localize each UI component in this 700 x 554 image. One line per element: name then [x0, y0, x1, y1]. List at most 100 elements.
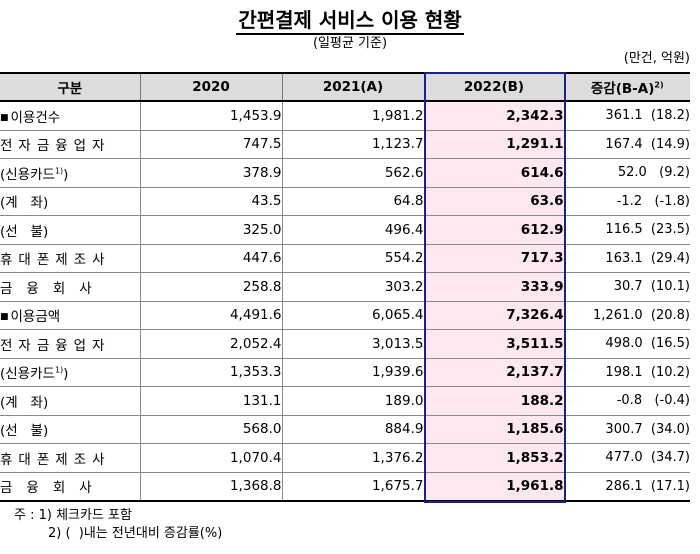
cell-2022: 612.9 — [423, 215, 564, 245]
table-row: (선 불) 325.0 496.4 612.9 116.5 (23.5) — [0, 215, 690, 245]
cell-2020: 1,070.4 — [139, 443, 282, 473]
table-row: 휴대폰제조사 1,070.4 1,376.2 1,853.2 477.0 (34… — [0, 443, 690, 473]
row-label: (선 불) — [0, 215, 140, 245]
row-label: 휴대폰제조사 — [0, 443, 140, 473]
cell-diff: -1.2 (-1.8) — [563, 187, 690, 216]
cell-2020: 1,353.3 — [139, 358, 282, 387]
table-row: 금융회사 1,368.8 1,675.7 1,961.8 286.1 (17.1… — [0, 472, 690, 502]
row-label: (선 불) — [0, 415, 140, 444]
footnote-2: 2) ( )내는 전년대비 증감률(%) — [48, 526, 223, 541]
table-row: (선 불) 568.0 884.9 1,185.6 300.7 (34.0) — [0, 415, 690, 444]
cell-diff: 30.7 (10.1) — [563, 272, 690, 302]
cell-2021: 1,939.6 — [281, 358, 424, 387]
table-row: (신용카드1)) 378.9 562.6 614.6 52.0 (9.2) — [0, 158, 690, 188]
cell-diff: -0.8 (-0.4) — [563, 386, 690, 416]
cell-2022: 63.6 — [423, 187, 564, 216]
cell-diff: 498.0 (16.5) — [563, 329, 690, 359]
table-title: 간편결제 서비스 이용 현황 — [0, 8, 700, 35]
cell-2021: 1,123.7 — [281, 130, 424, 159]
table-row: 휴대폰제조사 447.6 554.2 717.3 163.1 (29.4) — [0, 244, 690, 273]
table-row: (계 좌) 131.1 189.0 188.2 -0.8 (-0.4) — [0, 386, 690, 416]
cell-2022: 717.3 — [423, 244, 564, 273]
bullet-square-icon: ■ — [0, 312, 9, 323]
row-label: (신용카드1)) — [0, 358, 140, 387]
footnote-1: 주 : 1) 체크카드 포함 — [14, 508, 132, 523]
cell-2022: 2,342.3 — [423, 100, 564, 131]
cell-2022: 333.9 — [423, 272, 564, 302]
payment-stats-table: 구분 2020 2021(A) 2022(B) 증감(B-A)2) ■ 이용건수 … — [0, 72, 690, 502]
cell-2022: 1,185.6 — [423, 415, 564, 444]
cell-2021: 562.6 — [281, 158, 424, 188]
cell-diff: 1,261.0 (20.8) — [563, 300, 690, 330]
table-row: (계 좌) 43.5 64.8 63.6 -1.2 (-1.8) — [0, 187, 690, 216]
cell-2021: 496.4 — [281, 215, 424, 245]
cell-diff: 167.4 (14.9) — [563, 130, 690, 159]
cell-diff: 163.1 (29.4) — [563, 244, 690, 273]
cell-2022: 1,853.2 — [423, 443, 564, 473]
cell-2022: 614.6 — [423, 158, 564, 188]
cell-2020: 568.0 — [139, 415, 282, 444]
cell-2021: 6,065.4 — [281, 300, 424, 330]
header-category: 구분 — [0, 72, 140, 102]
cell-2021: 1,981.2 — [281, 100, 424, 131]
cell-2022: 3,511.5 — [423, 329, 564, 359]
cell-2022: 188.2 — [423, 386, 564, 416]
cell-2021: 303.2 — [281, 272, 424, 302]
header-2020: 2020 — [139, 72, 282, 102]
unit-label: (만건, 억원) — [623, 51, 690, 66]
cell-2020: 325.0 — [139, 215, 282, 245]
table-row: 전자금융업자 2,052.4 3,013.5 3,511.5 498.0 (16… — [0, 329, 690, 359]
table-row: ■ 이용건수 1,453.9 1,981.2 2,342.3 361.1 (18.… — [0, 100, 690, 131]
cell-2020: 2,052.4 — [139, 329, 282, 359]
cell-2020: 4,491.6 — [139, 300, 282, 330]
header-2022: 2022(B) — [423, 72, 564, 102]
table-row: (신용카드1)) 1,353.3 1,939.6 2,137.7 198.1 (… — [0, 358, 690, 387]
cell-diff: 300.7 (34.0) — [563, 415, 690, 444]
cell-2021: 1,675.7 — [281, 472, 424, 502]
cell-2022: 1,961.8 — [423, 472, 564, 502]
cell-2021: 884.9 — [281, 415, 424, 444]
cell-2021: 1,376.2 — [281, 443, 424, 473]
cell-2020: 131.1 — [139, 386, 282, 416]
cell-2022: 7,326.4 — [423, 300, 564, 330]
table-row: 전자금융업자 747.5 1,123.7 1,291.1 167.4 (14.9… — [0, 130, 690, 159]
row-label: 전자금융업자 — [0, 329, 140, 359]
cell-2020: 447.6 — [139, 244, 282, 273]
row-label: (신용카드1)) — [0, 158, 140, 188]
header-row: 구분 2020 2021(A) 2022(B) 증감(B-A)2) — [0, 72, 690, 102]
cell-diff: 52.0 (9.2) — [563, 158, 690, 188]
cell-2021: 64.8 — [281, 187, 424, 216]
cell-2020: 747.5 — [139, 130, 282, 159]
row-label: (계 좌) — [0, 187, 140, 216]
cell-2020: 1,453.9 — [139, 100, 282, 131]
row-label: 금융회사 — [0, 472, 140, 502]
cell-2021: 189.0 — [281, 386, 424, 416]
subtitle: (일평균 기준) — [312, 36, 388, 51]
cell-2021: 554.2 — [281, 244, 424, 273]
cell-diff: 116.5 (23.5) — [563, 215, 690, 245]
row-label: (계 좌) — [0, 386, 140, 416]
header-2021: 2021(A) — [281, 72, 424, 102]
title-text: 간편결제 서비스 이용 현황 — [236, 8, 464, 35]
row-label: 금융회사 — [0, 272, 140, 302]
bullet-square-icon: ■ — [0, 112, 9, 123]
cell-diff: 286.1 (17.1) — [563, 472, 690, 502]
cell-diff: 477.0 (34.7) — [563, 443, 690, 473]
table-row: 금융회사 258.8 303.2 333.9 30.7 (10.1) — [0, 272, 690, 302]
cell-2020: 258.8 — [139, 272, 282, 302]
row-label: 휴대폰제조사 — [0, 244, 140, 273]
cell-2020: 378.9 — [139, 158, 282, 188]
cell-2022: 1,291.1 — [423, 130, 564, 159]
header-diff: 증감(B-A)2) — [563, 72, 690, 102]
cell-2020: 43.5 — [139, 187, 282, 216]
cell-2020: 1,368.8 — [139, 472, 282, 502]
cell-diff: 361.1 (18.2) — [563, 100, 690, 131]
cell-2022: 2,137.7 — [423, 358, 564, 387]
row-label: 전자금융업자 — [0, 130, 140, 159]
table-row: ■ 이용금액 4,491.6 6,065.4 7,326.4 1,261.0 (2… — [0, 300, 690, 330]
row-label: ■ 이용금액 — [0, 300, 140, 330]
footnotes: 주 : 1) 체크카드 포함 2) ( )내는 전년대비 증감률(%) — [14, 507, 222, 543]
row-label: ■ 이용건수 — [0, 100, 140, 131]
cell-2021: 3,013.5 — [281, 329, 424, 359]
cell-diff: 198.1 (10.2) — [563, 358, 690, 387]
